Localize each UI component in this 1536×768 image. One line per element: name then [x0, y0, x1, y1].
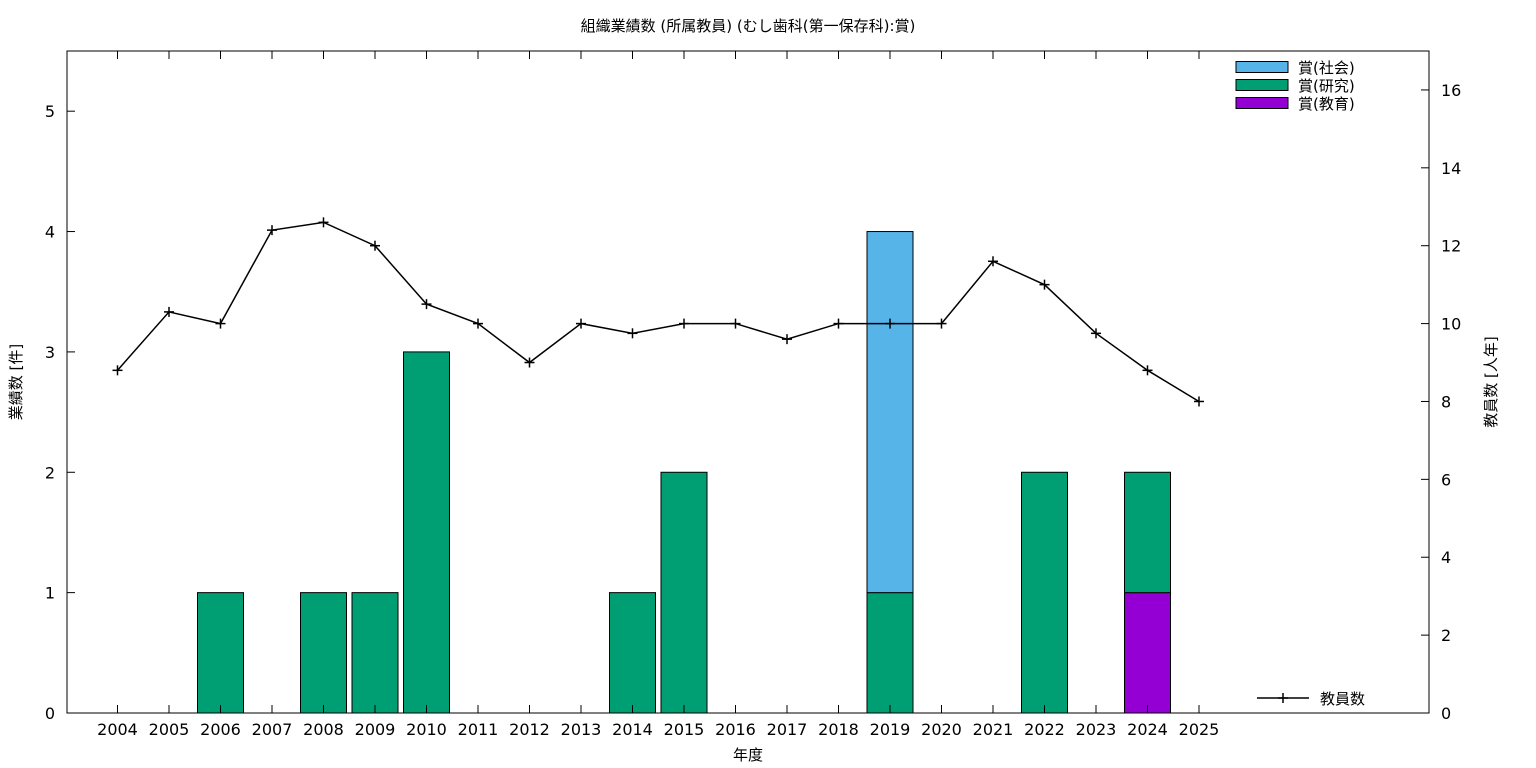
legend-line-swatch	[1257, 693, 1309, 703]
x-tick-label-2011: 2011	[458, 720, 499, 739]
y2-tick-label-2: 2	[1441, 626, 1451, 645]
y2-tick-label-4: 4	[1441, 548, 1451, 567]
line-point-2006	[215, 318, 226, 329]
y2-tick-label-0: 0	[1441, 704, 1451, 723]
y2-tick-label-12: 12	[1441, 237, 1461, 256]
x-axis-title: 年度	[733, 746, 763, 764]
x-tick-label-2004: 2004	[97, 720, 138, 739]
y2-tick-label-16: 16	[1441, 81, 1461, 100]
y2-tick-label-8: 8	[1441, 392, 1451, 411]
x-tick-label-2008: 2008	[303, 720, 344, 739]
x-tick-label-2023: 2023	[1076, 720, 1117, 739]
line-point-2013	[576, 318, 586, 329]
x-tick-label-2018: 2018	[818, 720, 859, 739]
legend-label-0: 賞(社会)	[1298, 59, 1355, 77]
chart-title: 組織業績数 (所属教員) (むし歯科(第一保存科):賞)	[581, 17, 916, 35]
y-tick-label-4: 4	[45, 223, 55, 242]
x-tick-label-2025: 2025	[1179, 720, 1220, 739]
y2-tick-label-10: 10	[1441, 315, 1461, 334]
bar-2008-series-1	[300, 592, 347, 714]
legend-label-1: 賞(研究)	[1298, 77, 1355, 95]
bar-2024-series-0	[1124, 592, 1171, 714]
y-axis-right: 0 2 4 6 8 10 12 14 16	[1421, 81, 1461, 723]
x-tick-label-2020: 2020	[921, 720, 962, 739]
line-point-2017	[782, 334, 792, 345]
plot-frame	[66, 50, 1430, 714]
x-tick-label-2012: 2012	[509, 720, 550, 739]
legend-label-line: 教員数	[1320, 690, 1365, 708]
line-point-2007	[267, 225, 277, 236]
legend-swatch-2	[1235, 97, 1289, 109]
x-tick-label-2015: 2015	[664, 720, 705, 739]
bar-2019-series-1	[866, 592, 914, 714]
legend-swatch-1	[1235, 79, 1289, 91]
y-tick-label-0: 0	[45, 704, 55, 723]
legend-swatch-0	[1235, 61, 1289, 73]
line-point-2023	[1091, 328, 1101, 339]
line-point-2010	[421, 299, 432, 310]
x-tick-label-2021: 2021	[973, 720, 1014, 739]
x-tick-label-2017: 2017	[767, 720, 808, 739]
line-layer	[112, 217, 1204, 407]
x-tick-label-2019: 2019	[870, 720, 911, 739]
y-tick-label-3: 3	[45, 343, 55, 362]
line-faculty-count	[116, 221, 1200, 403]
line-point-2011	[473, 318, 483, 329]
line-point-2024	[1142, 365, 1153, 376]
line-point-2016	[730, 318, 741, 329]
x-tick-label-2022: 2022	[1024, 720, 1065, 739]
x-tick-label-2014: 2014	[612, 720, 653, 739]
x-tick-label-2009: 2009	[355, 720, 396, 739]
x-tick-label-2007: 2007	[252, 720, 293, 739]
x-tick-label-2024: 2024	[1127, 720, 1168, 739]
line-point-2019	[885, 318, 895, 329]
line-point-2009	[370, 240, 380, 251]
x-tick-label-2016: 2016	[715, 720, 756, 739]
bar-2019-series-2	[866, 231, 914, 594]
y-tick-label-1: 1	[45, 584, 55, 603]
line-point-2021	[988, 256, 998, 267]
x-tick-label-2005: 2005	[149, 720, 190, 739]
line-point-2025	[1194, 396, 1204, 407]
line-point-2014	[627, 328, 638, 339]
bar-2014-series-1	[609, 592, 656, 714]
x-tick-label-2010: 2010	[406, 720, 447, 739]
line-point-2018	[833, 318, 844, 329]
y-tick-label-2: 2	[45, 463, 55, 482]
bars-layer	[197, 231, 1171, 714]
y-tick-label-5: 5	[45, 102, 55, 121]
line-point-2020	[936, 318, 947, 329]
y2-tick-label-14: 14	[1441, 159, 1461, 178]
line-point-2015	[679, 318, 689, 329]
x-tick-label-2013: 2013	[561, 720, 602, 739]
x-tick-label-2006: 2006	[200, 720, 241, 739]
bar-2006-series-1	[197, 592, 244, 714]
y2-axis-title: 教員数 [人年]	[1482, 336, 1500, 427]
x-axis: 2004 2005 2006 2007 2008 2009 2010 2011 2012 2013…	[97, 51, 1219, 739]
bar-2010-series-1	[403, 351, 450, 714]
line-point-2022	[1039, 279, 1050, 290]
bar-2015-series-1	[660, 471, 708, 714]
line-point-2012	[524, 357, 535, 368]
bar-2024-series-1	[1124, 471, 1171, 594]
y-axis-left: 0 1 2 3 4 5	[45, 102, 75, 723]
line-point-2008	[318, 217, 329, 228]
legend-label-2: 賞(教育)	[1298, 95, 1355, 113]
line-point-2005	[164, 306, 174, 317]
bar-2009-series-1	[351, 592, 399, 714]
line-point-2004	[112, 365, 123, 376]
y-axis-title: 業績数 [件]	[7, 344, 25, 420]
y2-tick-label-6: 6	[1441, 470, 1451, 489]
legend: 賞(社会)賞(研究)賞(教育) 教員数	[1235, 59, 1365, 708]
bar-2022-series-1	[1021, 471, 1068, 714]
